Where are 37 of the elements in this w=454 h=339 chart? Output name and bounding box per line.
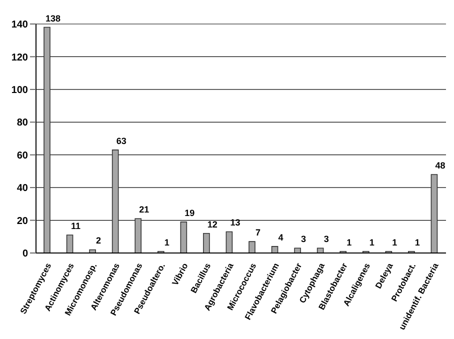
data-label: 1 [414, 237, 420, 248]
data-label: 7 [255, 228, 261, 238]
data-label: 138 [45, 13, 61, 24]
y-tick-label: 120 [11, 52, 28, 64]
y-tick-label: 80 [16, 118, 28, 129]
bar [203, 232, 210, 253]
data-label: 1 [392, 237, 398, 248]
bar [316, 248, 324, 253]
bar [134, 218, 142, 253]
y-tick-label: 60 [16, 150, 28, 162]
bar [66, 234, 74, 253]
bar [248, 241, 256, 253]
data-label: 19 [184, 208, 195, 218]
data-label: 4 [278, 232, 284, 242]
data-label: 2 [96, 236, 102, 246]
y-tick-label: 140 [11, 20, 28, 31]
data-label: 21 [139, 204, 150, 215]
data-label: 1 [164, 237, 170, 248]
y-tick-label: 20 [16, 216, 28, 227]
bar [430, 174, 438, 253]
data-label: 12 [207, 219, 218, 230]
bar [271, 246, 278, 253]
data-label: 11 [71, 221, 81, 232]
data-label: 1 [369, 237, 374, 248]
bar [294, 248, 301, 253]
data-label: 3 [324, 234, 329, 244]
bar [44, 26, 50, 253]
data-label: 48 [435, 160, 446, 170]
bar [226, 231, 233, 253]
bar [180, 222, 188, 253]
data-label: 1 [346, 237, 352, 248]
data-label: 3 [301, 234, 306, 244]
bar [112, 150, 119, 253]
y-tick-label: 100 [11, 84, 28, 96]
y-tick-label: 40 [16, 183, 28, 194]
data-label: 63 [116, 136, 126, 146]
y-tick-label: 0 [22, 248, 28, 260]
